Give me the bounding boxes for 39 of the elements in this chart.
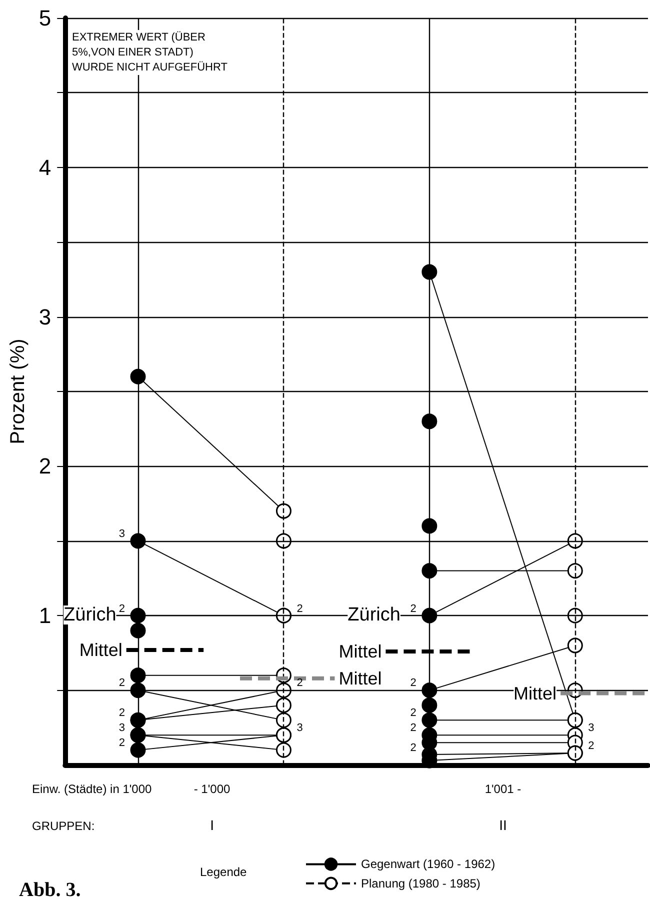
text: - 1'000	[194, 782, 230, 796]
annotation: Zürich	[348, 604, 400, 626]
annotation: 2	[118, 677, 125, 689]
annotation: EXTREMER WERT (ÜBER 5%,VON EINER STADT) WURDE NICHT AUFGEFÜHRT	[72, 30, 228, 74]
text: Legende	[200, 865, 248, 879]
ref-line-label: Mittel	[338, 668, 382, 688]
text: II	[499, 817, 507, 833]
annotation: Zürich	[64, 604, 116, 626]
y-tick-label: 3	[38, 304, 52, 330]
annotation: 3	[118, 528, 125, 540]
text: I	[210, 817, 214, 833]
annotation: 2	[410, 603, 416, 615]
ref-line-label: Mittel	[514, 683, 557, 704]
annotation: 2	[410, 677, 416, 689]
y-tick-label: 5	[38, 6, 52, 30]
text: Abb. 3.	[19, 879, 81, 901]
annotation: 2	[296, 603, 303, 615]
annotation: 2	[588, 740, 594, 752]
legend-label: Gegenwart (1960 - 1962)	[361, 857, 496, 872]
annotation: 2	[296, 677, 303, 689]
annotation: 3	[588, 722, 594, 734]
text: 1'001 -	[484, 782, 522, 796]
annotation: 3	[118, 722, 125, 734]
annotation: 2	[118, 737, 125, 749]
ref-line-label: Mittel	[79, 640, 122, 660]
y-tick-label: 2	[38, 454, 52, 479]
legend-label: Planung (1980 - 1985)	[361, 876, 480, 890]
text: Einw. (Städte) in 1'000	[32, 782, 152, 796]
y-tick-label: 4	[38, 154, 52, 180]
y-tick-label: 1	[38, 603, 52, 628]
annotation: 2	[118, 707, 125, 719]
ref-line-label: Mittel	[338, 641, 382, 662]
annotation: 2	[410, 742, 416, 754]
annotation: 3	[296, 722, 303, 734]
annotation: 2	[410, 707, 416, 719]
text: GRUPPEN:	[32, 819, 95, 833]
annotation: 2	[410, 722, 416, 734]
annotation: 2	[118, 603, 125, 615]
y-axis-title: Prozent (%)	[7, 338, 29, 444]
